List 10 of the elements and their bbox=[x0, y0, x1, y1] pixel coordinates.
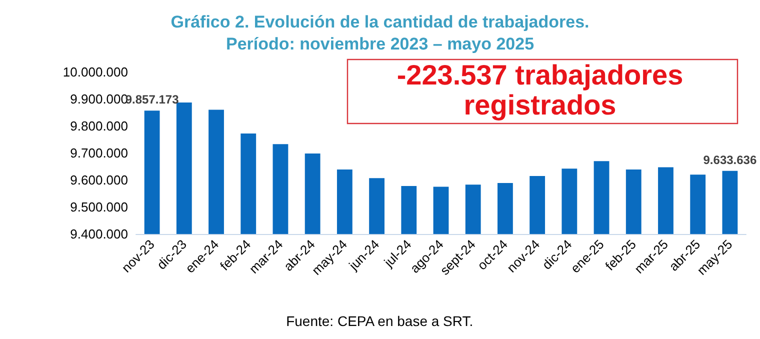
y-tick-label: 9.600.000 bbox=[70, 172, 128, 188]
y-tick-label: 10.000.000 bbox=[62, 64, 128, 80]
data-label: 9.633.636 bbox=[703, 152, 757, 167]
y-tick-label: 9.400.000 bbox=[70, 226, 128, 242]
y-tick-label: 9.700.000 bbox=[70, 146, 128, 160]
y-tick-label: 9.800.000 bbox=[70, 118, 128, 134]
y-tick-label: 9.500.000 bbox=[70, 200, 128, 214]
annotation: -223.537 trabajadores registrados bbox=[396, 60, 684, 120]
chart-title: Gráfico 2. Evolución de la cantidad de trabajadores. Período: noviembre 2023 – mayo 2025 bbox=[170, 12, 590, 54]
source-note: Fuente: CEPA en base a SRT. bbox=[286, 313, 474, 329]
